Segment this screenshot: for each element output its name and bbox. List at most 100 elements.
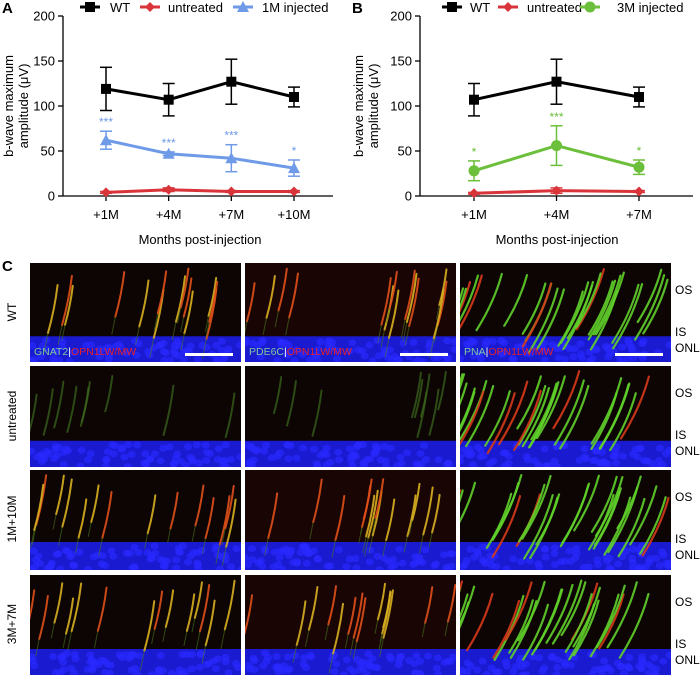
cone-outer-segment [422, 486, 434, 536]
cone-outer-segment [598, 593, 625, 650]
nucleus [86, 651, 95, 659]
series-3m-injected: ***** [468, 110, 645, 182]
cone-inner-segment [191, 617, 196, 633]
nucleus [127, 666, 136, 674]
nucleus [346, 665, 355, 673]
nucleus [334, 448, 343, 456]
x-tick-label: +10M [278, 207, 311, 222]
nucleus [504, 459, 513, 467]
cone-outer-segment [460, 481, 477, 524]
nucleus [30, 662, 39, 670]
series-line [105, 188, 294, 194]
nucleus [636, 444, 645, 452]
nucleus [291, 652, 300, 660]
cone-inner-segment [50, 622, 55, 639]
cone-outer-segment [460, 373, 466, 391]
nucleus [575, 456, 584, 464]
layer-label-os: OS [675, 490, 693, 504]
cone-inner-segment [285, 317, 290, 336]
cone-outer-segment [575, 268, 605, 331]
cone-inner-segment [204, 315, 210, 332]
nucleus [565, 547, 574, 555]
nucleus [538, 667, 547, 675]
nucleus [365, 558, 374, 566]
cone-inner-segment [378, 633, 383, 650]
cone-outer-segment [64, 597, 75, 635]
cone-outer-segment [587, 279, 617, 341]
nucleus [569, 353, 578, 361]
cone-inner-segment [162, 627, 167, 642]
nucleus [213, 655, 222, 663]
nucleus [302, 664, 311, 672]
nucleus [488, 337, 497, 345]
cone-inner-segment [368, 535, 374, 554]
nucleus [333, 355, 342, 362]
nucleus [134, 548, 143, 556]
data-point [551, 140, 562, 152]
cone-outer-segment [618, 592, 650, 659]
nucleus [89, 553, 98, 561]
nucleus [98, 552, 107, 560]
nucleus [403, 449, 412, 457]
nucleus [155, 670, 164, 675]
nucleus [65, 357, 74, 362]
nucleus [53, 451, 62, 459]
row-label: 1M+10M [5, 495, 19, 543]
micrograph-image [460, 263, 671, 362]
nucleus [665, 341, 671, 349]
nucleus [577, 350, 586, 358]
nucleus [373, 337, 382, 345]
nucleus [501, 658, 510, 666]
chart-a: 0 50 100 150 200 +1M +4M +7M +10M Months post-inj… [1, 0, 333, 247]
stain-separator: | [68, 346, 71, 358]
nucleus [548, 341, 557, 349]
cone-inner-segment [435, 305, 440, 320]
cone-outer-segment [424, 586, 434, 624]
cone-outer-segment [564, 593, 593, 653]
data-point [634, 186, 644, 197]
nucleus [273, 356, 282, 362]
cone-outer-segment [465, 384, 495, 448]
nucleus [619, 670, 628, 675]
nucleus [396, 453, 405, 461]
cone-outer-segment [183, 290, 194, 335]
cone-outer-segment [606, 581, 638, 649]
layer-label-onl: ONL [675, 653, 700, 667]
nucleus [356, 660, 365, 668]
cone-inner-segment [215, 544, 221, 564]
nucleus [245, 442, 253, 450]
significance-label: *** [549, 110, 563, 124]
nucleus [616, 357, 625, 362]
nucleus [591, 447, 600, 455]
cone-outer-segment [30, 589, 36, 621]
cone-outer-segment [589, 593, 620, 658]
nucleus [30, 565, 36, 570]
nucleus [460, 354, 465, 362]
nucleus [128, 564, 137, 570]
cone-outer-segment [80, 381, 91, 423]
nucleus [133, 441, 142, 449]
stain-marker: PNA [464, 346, 486, 358]
nucleus [421, 546, 430, 554]
nucleus [482, 670, 491, 675]
nucleus [248, 556, 257, 564]
cone-outer-segment [438, 268, 448, 307]
nucleus [521, 660, 530, 668]
cone-outer-segment [332, 602, 345, 655]
cone-inner-segment [135, 326, 140, 346]
data-point [101, 187, 111, 198]
cone-outer-segment [405, 272, 418, 324]
x-axis-label: Months post-injection [496, 232, 619, 247]
nucleus [132, 351, 141, 359]
cone-inner-segment [180, 316, 185, 333]
nucleus [292, 346, 301, 354]
cone-outer-segment [504, 581, 533, 641]
cone-outer-segment [365, 494, 376, 538]
nucleus [236, 341, 241, 349]
nucleus [217, 337, 226, 345]
nucleus [606, 667, 615, 675]
layer-label-onl: ONL [675, 548, 700, 562]
cone-outer-segment [590, 475, 618, 533]
legend-label: untreated [168, 0, 223, 15]
nucleus [655, 462, 664, 467]
